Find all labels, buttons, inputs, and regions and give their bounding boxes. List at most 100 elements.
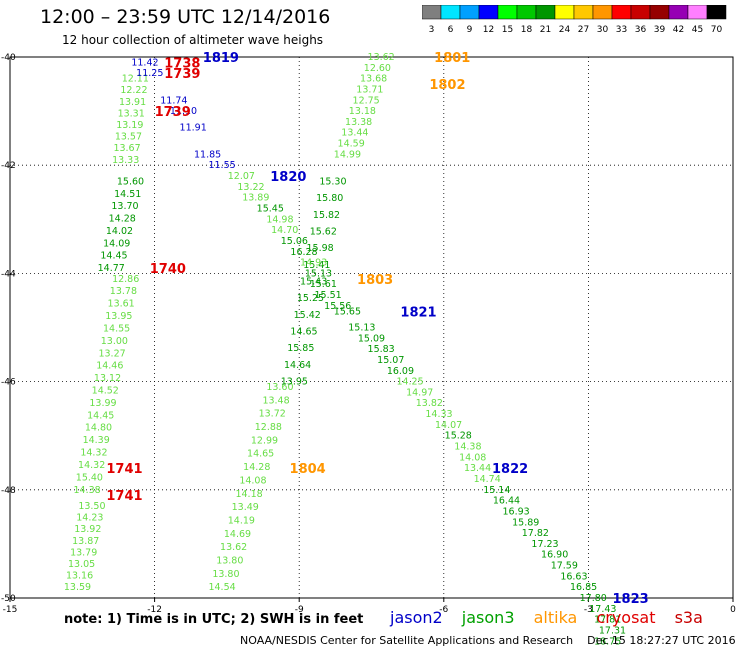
swh-value-label: 13.78	[110, 286, 137, 297]
page-subtitle: 12 hour collection of altimeter wave hei…	[62, 33, 324, 47]
swh-point-label: 13.89	[242, 193, 269, 204]
scale-label: 3	[429, 25, 435, 35]
swh-value-label: 13.70	[111, 201, 138, 212]
swh-point-label: 14.08	[459, 452, 486, 463]
swh-value-label: 13.12	[94, 373, 121, 384]
swh-point-label: 14.25	[396, 377, 423, 388]
swh-value-label: 15.80	[316, 193, 343, 204]
swh-point-label: 15.83	[368, 344, 395, 355]
swh-point-label: 17.23	[531, 539, 558, 550]
swh-point-label: 15.09	[358, 333, 385, 344]
swh-value-label: 14.32	[78, 460, 105, 471]
scale-swatch	[706, 5, 727, 20]
swh-value-label: 14.77	[98, 263, 125, 274]
swh-point-label: 11.91	[180, 122, 207, 133]
swh-point-label: 18.75	[594, 636, 621, 647]
lon-label: -3	[584, 605, 593, 615]
pass-time-label: 1802	[429, 78, 465, 93]
pass-time-label: 1822	[492, 462, 528, 477]
swh-value-label: 15.60	[117, 176, 144, 187]
swh-value-label: 13.80	[216, 555, 243, 566]
swh-value-label: 12.11	[122, 74, 149, 85]
lat-label: -46	[1, 378, 16, 388]
swh-value-label: 14.39	[83, 435, 110, 446]
swh-point-label: 16.93	[502, 506, 529, 517]
swh-point-label: 15.28	[445, 431, 472, 442]
swh-value-label: 14.02	[106, 226, 133, 237]
scale-label: 36	[635, 25, 647, 35]
swh-value-label: 14.80	[85, 423, 112, 434]
swh-value-label: 13.49	[232, 502, 259, 513]
swh-value-label: 13.48	[262, 395, 289, 406]
swh-value-label: 14.69	[224, 529, 251, 540]
swh-point-label: 14.33	[425, 409, 452, 420]
pass-time-label: 1740	[150, 262, 186, 277]
pass-time-label: 1804	[290, 462, 326, 477]
swh-point-label: 14.07	[435, 420, 462, 431]
swh-value-label: 13.87	[72, 536, 99, 547]
swh-point-label: 11.85	[194, 149, 221, 160]
swh-value-label: 13.62	[220, 542, 247, 553]
swh-point-label: 14.97	[406, 387, 433, 398]
scale-label: 6	[448, 25, 454, 35]
pass-time-label: 1823	[613, 592, 649, 607]
pass-time-label: 1801	[434, 51, 470, 66]
satellite-legend: jason2 jason3 altika cryosat s3a	[390, 608, 717, 627]
swh-value-label: 14.45	[87, 410, 114, 421]
swh-value-label: 13.05	[68, 559, 95, 570]
swh-value-label: 13.27	[98, 348, 125, 359]
swh-value-label: 14.28	[109, 214, 136, 225]
plot-frame	[9, 56, 734, 599]
swh-value-label: 12.60	[364, 63, 391, 74]
page-title: 12:00 – 23:59 UTC 12/14/2016	[40, 6, 331, 28]
swh-point-label: 17.82	[522, 528, 549, 539]
swh-value-label: 13.44	[341, 128, 368, 139]
swh-value-label: 14.38	[74, 485, 101, 496]
swh-value-label: 14.51	[114, 189, 141, 200]
swh-value-label: 15.98	[306, 243, 333, 254]
swh-value-label: 13.50	[78, 501, 105, 512]
swh-value-label: 13.00	[101, 336, 128, 347]
scale-label: 33	[616, 25, 627, 35]
swh-value-label: 13.95	[281, 377, 308, 388]
swh-value-label: 14.46	[96, 361, 123, 372]
swh-value-label: 14.54	[208, 582, 235, 593]
scale-label: 39	[654, 25, 666, 35]
swh-point-label: 15.65	[334, 306, 361, 317]
lon-label: 0	[730, 605, 736, 615]
swh-point-label: 14.70	[271, 225, 298, 236]
scale-label: 70	[711, 25, 723, 35]
swh-point-label: 14.93	[300, 258, 327, 269]
lat-label: -42	[1, 161, 16, 171]
scale-label: 45	[692, 25, 703, 35]
swh-point-label: 17.59	[551, 561, 578, 572]
swh-value-label: 12.88	[255, 422, 282, 433]
swh-value-label: 13.99	[89, 398, 116, 409]
swh-value-label: 15.62	[310, 226, 337, 237]
swh-value-label: 13.59	[64, 582, 91, 593]
swh-value-label: 15.30	[319, 176, 346, 187]
legend-jason3: jason3	[461, 608, 515, 627]
swh-point-label: 13.82	[416, 398, 443, 409]
pass-time-label: 1819	[203, 51, 239, 66]
swh-point-label: 15.89	[512, 517, 539, 528]
swh-value-label: 13.61	[108, 299, 135, 310]
swh-value-label: 13.33	[112, 155, 139, 166]
swh-value-label: 14.65	[247, 449, 274, 460]
swh-point-label: 11.42	[131, 57, 158, 68]
swh-value-label: 13.71	[356, 84, 383, 95]
swh-point-label: 16.44	[493, 496, 520, 507]
swh-value-label: 13.68	[360, 74, 387, 85]
swh-value-label: 14.28	[243, 462, 270, 473]
swh-point-label: 15.14	[483, 485, 510, 496]
swh-value-label: 12.99	[251, 435, 278, 446]
lat-label: -44	[1, 269, 16, 279]
swh-point-label: 13.44	[464, 463, 491, 474]
swh-value-label: 15.42	[294, 310, 321, 321]
swh-point-label: 16.63	[560, 571, 587, 582]
swh-value-label: 13.80	[212, 569, 239, 580]
swh-value-label: 13.72	[259, 409, 286, 420]
swh-value-label: 15.82	[313, 210, 340, 221]
scale-label: 12	[483, 25, 494, 35]
scale-label: 21	[540, 25, 551, 35]
